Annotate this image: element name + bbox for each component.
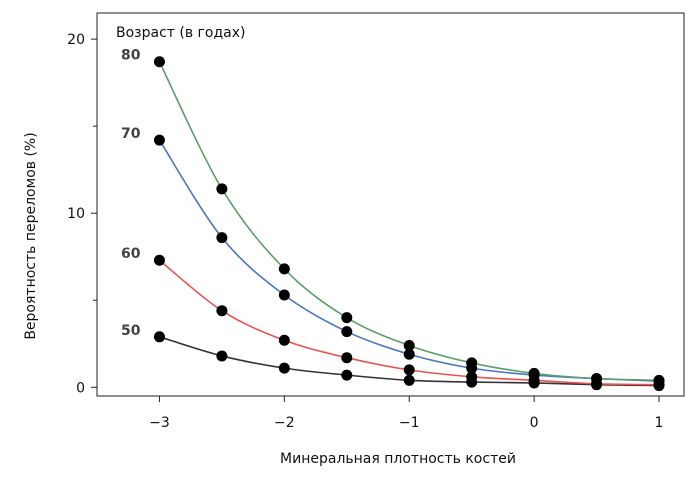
x-tick-label: 1 <box>655 415 664 431</box>
series-line-80 <box>158 61 660 382</box>
y-tick-label: 10 <box>67 206 85 222</box>
age-label-60: 60 <box>121 246 141 262</box>
data-point-70 <box>153 134 165 146</box>
age-label-70: 70 <box>121 126 141 142</box>
data-point-80 <box>403 340 415 352</box>
data-point-60 <box>153 254 165 266</box>
data-point-50 <box>153 331 165 343</box>
x-axis-ticks: −3 −2 −1 0 1 <box>149 396 663 431</box>
y-tick-label: 20 <box>67 32 85 48</box>
age-label-50: 50 <box>121 323 141 339</box>
data-point-70 <box>278 289 290 301</box>
data-point-60 <box>216 305 228 317</box>
data-point-60 <box>403 364 415 376</box>
data-point-80 <box>591 373 603 385</box>
data-point-80 <box>341 312 353 324</box>
data-point-80 <box>653 374 665 386</box>
series-lines <box>158 61 660 387</box>
y-axis-ticks: 0 10 20 <box>67 32 97 396</box>
plot-frame <box>96 12 685 397</box>
data-point-80 <box>216 183 228 195</box>
data-point-60 <box>278 334 290 346</box>
data-point-50 <box>341 369 353 381</box>
data-point-70 <box>341 326 353 338</box>
data-point-50 <box>216 350 228 362</box>
data-points <box>153 56 665 392</box>
data-point-80 <box>278 263 290 275</box>
x-tick-label: −2 <box>274 415 295 431</box>
age-label-80: 80 <box>121 48 141 64</box>
y-axis-title: Вероятность переломов (%) <box>23 132 39 339</box>
x-tick-label: 0 <box>530 415 539 431</box>
x-tick-label: −3 <box>149 415 170 431</box>
data-point-80 <box>466 357 478 369</box>
data-point-60 <box>341 352 353 364</box>
data-point-70 <box>403 348 415 360</box>
data-point-70 <box>216 232 228 244</box>
data-point-50 <box>278 362 290 374</box>
x-tick-label: −1 <box>399 415 420 431</box>
age-labels: 50 60 70 80 <box>121 48 141 339</box>
data-point-80 <box>153 56 165 68</box>
data-point-60 <box>466 371 478 383</box>
data-point-50 <box>403 374 415 386</box>
y-tick-label: 0 <box>76 380 85 396</box>
legend-title: Возраст (в годах) <box>116 25 245 41</box>
x-axis-title: Минеральная плотность костей <box>280 451 516 467</box>
data-point-80 <box>528 367 540 379</box>
